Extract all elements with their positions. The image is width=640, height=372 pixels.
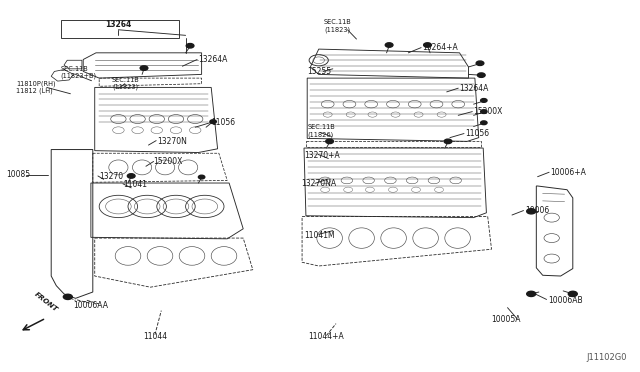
Text: 13270+A: 13270+A [305,151,340,160]
Circle shape [424,43,431,47]
Text: 13264+A: 13264+A [422,43,458,52]
Text: 11041: 11041 [123,180,147,189]
Circle shape [186,44,194,48]
Circle shape [198,175,205,179]
Circle shape [210,120,216,124]
Bar [61,20,179,38]
Circle shape [481,121,487,125]
Circle shape [477,73,485,77]
Text: 11044: 11044 [143,332,167,341]
Text: 10006AA: 10006AA [74,301,109,310]
Circle shape [527,209,536,214]
Circle shape [568,291,577,296]
Text: 13264A: 13264A [198,55,228,64]
Text: 13270NA: 13270NA [301,179,336,188]
Text: 10006+A: 10006+A [550,168,586,177]
Text: SEC.11B
(11823+B): SEC.11B (11823+B) [61,66,97,79]
Text: 15255: 15255 [307,67,332,76]
Text: 11056: 11056 [211,118,236,127]
Text: 10006AB: 10006AB [548,296,582,305]
Text: SEC.11B
(11826): SEC.11B (11826) [307,124,335,138]
Text: 10006: 10006 [525,206,549,215]
Text: 10085: 10085 [6,170,31,179]
Text: 13264A: 13264A [460,84,489,93]
Circle shape [476,61,484,65]
Text: FRONT: FRONT [33,291,59,313]
Text: 10005A: 10005A [491,315,520,324]
Text: 13270N: 13270N [157,137,187,146]
Circle shape [140,66,148,70]
Text: 11041M: 11041M [305,231,335,240]
Circle shape [127,174,135,178]
Text: 13264: 13264 [105,20,132,29]
Text: 15200X: 15200X [474,107,503,116]
Circle shape [385,43,393,47]
Text: J11102G0: J11102G0 [587,353,627,362]
Text: 11044+A: 11044+A [308,332,344,341]
Circle shape [63,294,72,299]
Text: SEC.11B
(11823): SEC.11B (11823) [112,77,140,90]
Circle shape [481,110,487,113]
Circle shape [326,139,333,144]
Text: 11810P(RH)
11812 (LH): 11810P(RH) 11812 (LH) [16,81,56,94]
Circle shape [444,139,452,144]
Text: 15200X: 15200X [154,157,183,166]
Text: SEC.11B
(11823): SEC.11B (11823) [324,19,352,33]
Circle shape [527,291,536,296]
Text: 11056: 11056 [465,129,490,138]
Text: 13270: 13270 [99,172,124,181]
Circle shape [481,99,487,102]
